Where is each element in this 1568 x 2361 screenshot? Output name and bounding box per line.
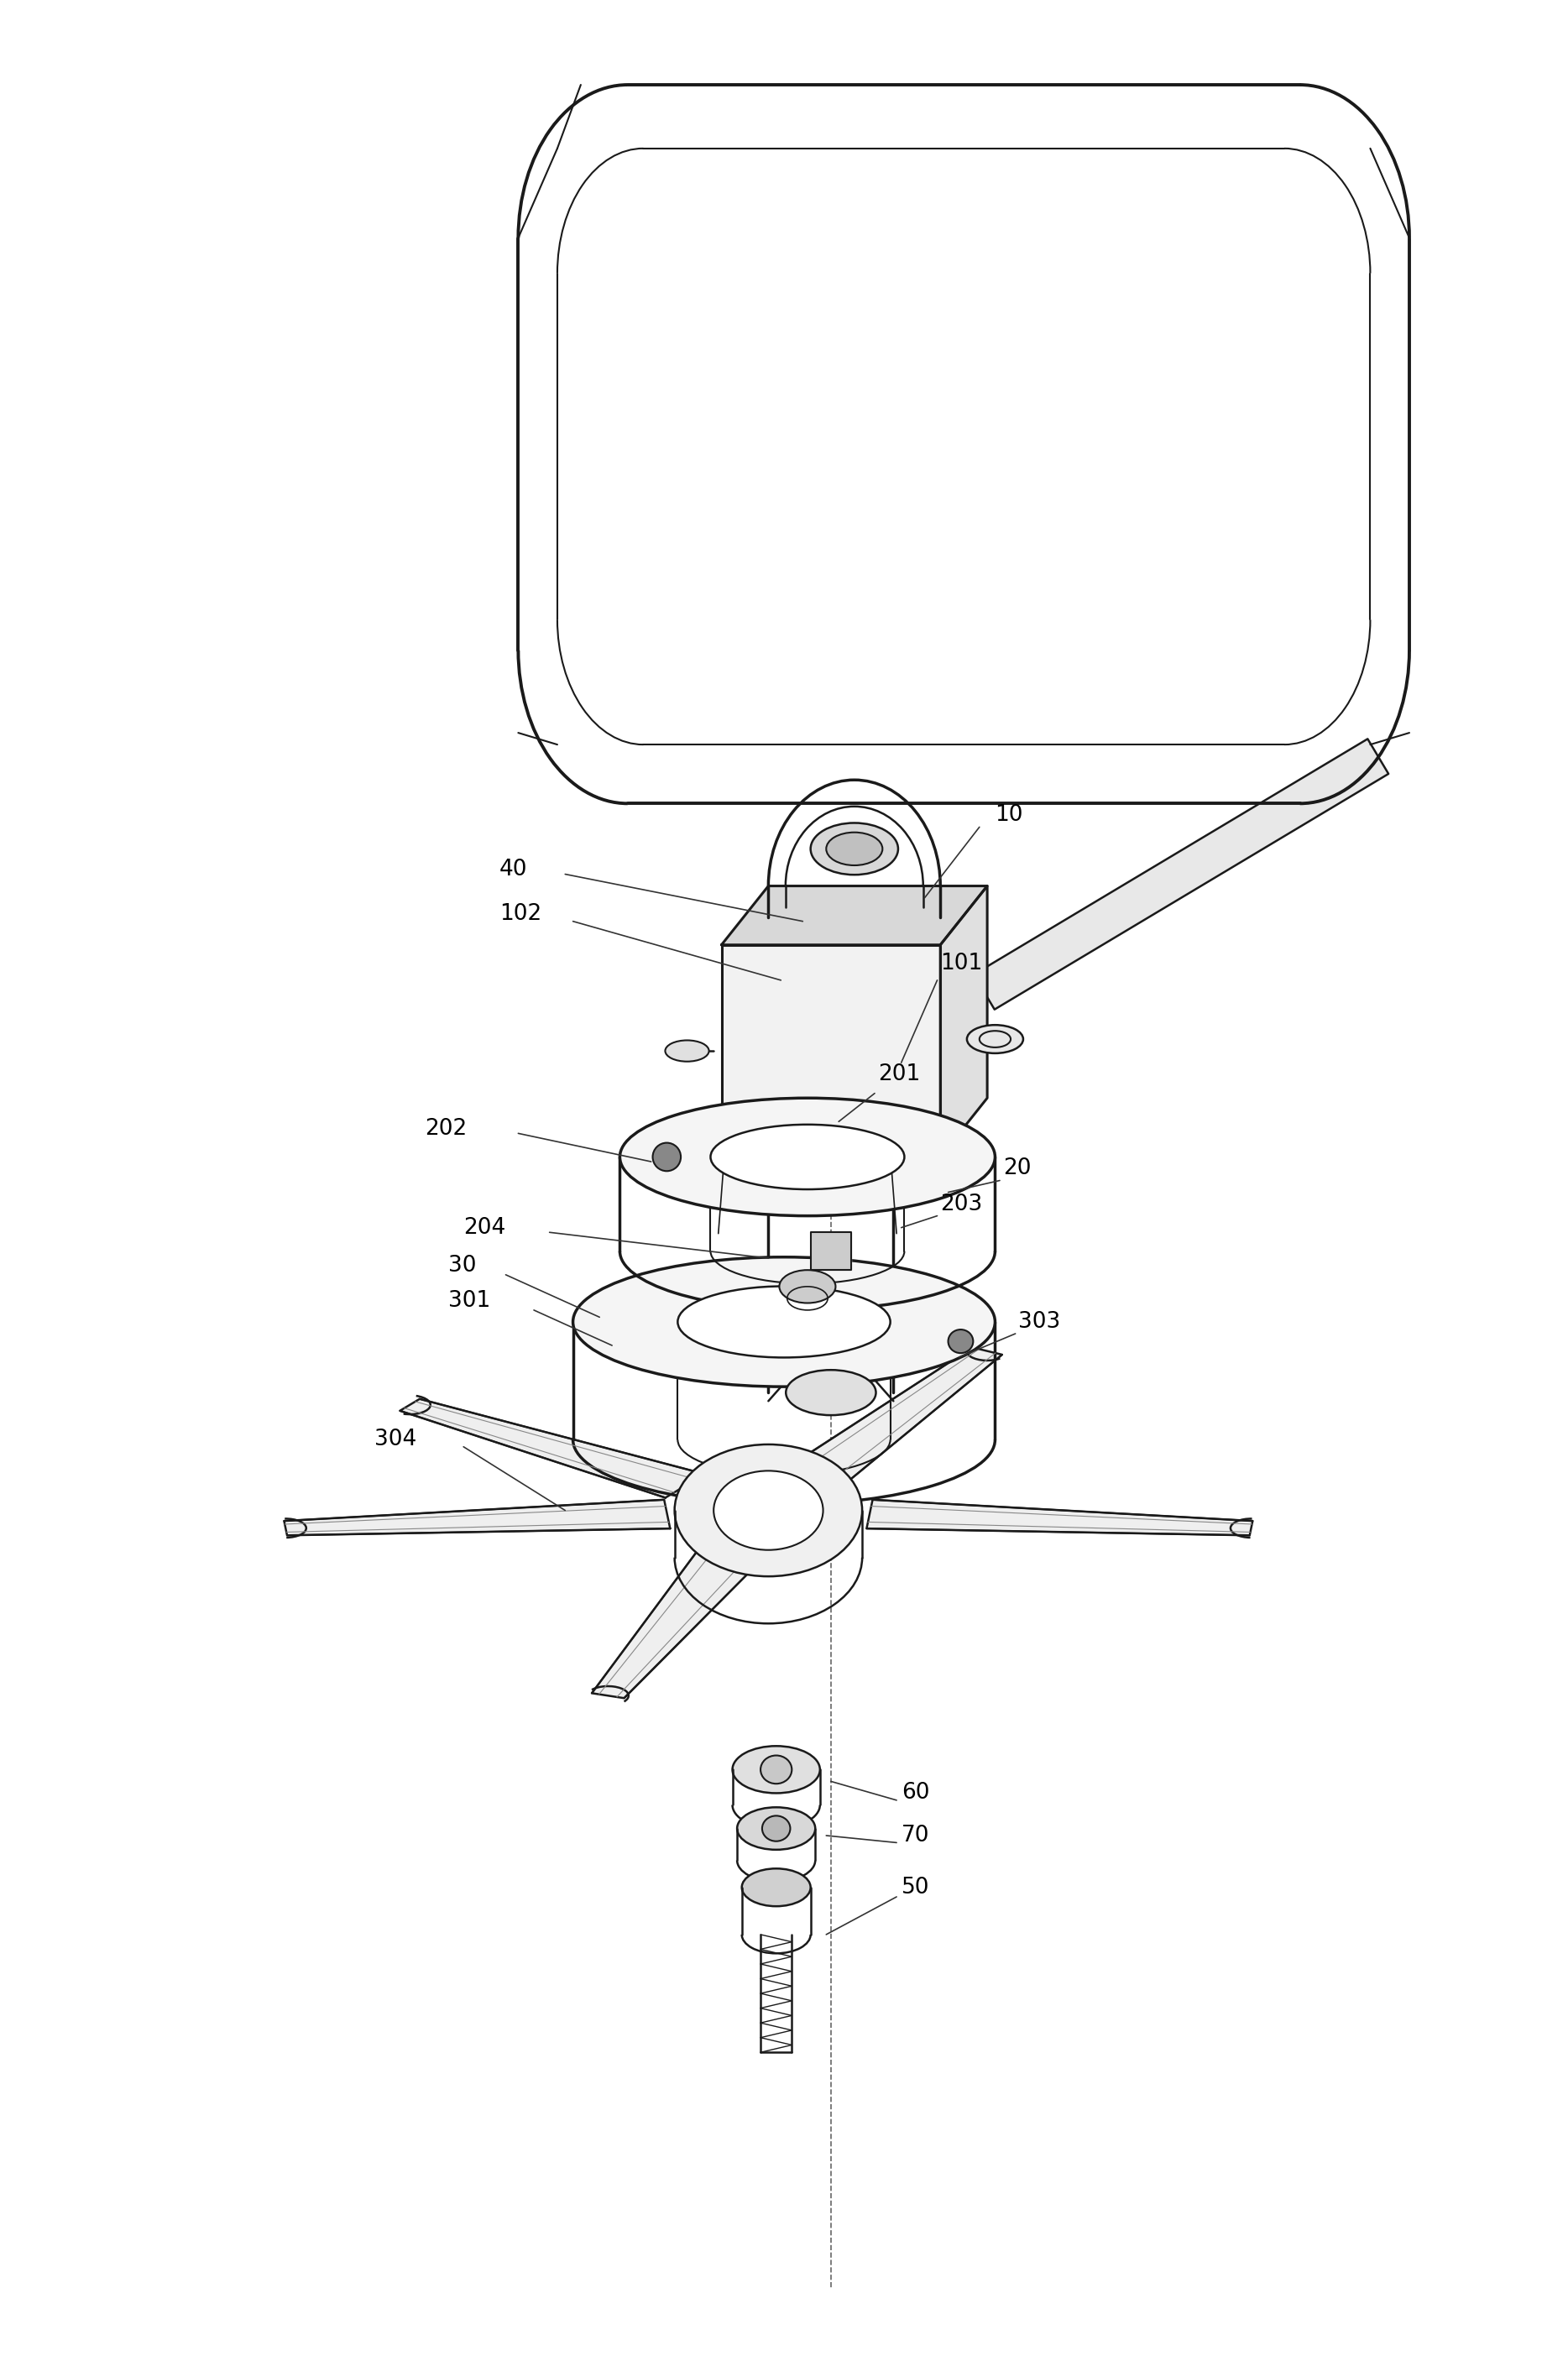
Ellipse shape (665, 1041, 709, 1062)
Ellipse shape (572, 1256, 996, 1386)
Polygon shape (591, 1546, 765, 1698)
Ellipse shape (760, 1757, 792, 1783)
Text: 203: 203 (941, 1192, 983, 1216)
Ellipse shape (811, 824, 898, 876)
Text: 304: 304 (375, 1428, 417, 1450)
Ellipse shape (674, 1445, 862, 1577)
Ellipse shape (732, 1747, 820, 1792)
Ellipse shape (762, 1816, 790, 1842)
Polygon shape (974, 739, 1389, 1011)
Ellipse shape (949, 1329, 974, 1353)
Text: 202: 202 (425, 1117, 467, 1140)
Ellipse shape (652, 1143, 681, 1171)
Ellipse shape (713, 1471, 823, 1549)
Ellipse shape (779, 1270, 836, 1303)
Polygon shape (721, 885, 988, 944)
Polygon shape (789, 1348, 1002, 1480)
Ellipse shape (710, 1124, 905, 1190)
Text: 301: 301 (448, 1289, 491, 1313)
Text: 10: 10 (996, 805, 1024, 826)
Polygon shape (400, 1400, 706, 1497)
Text: 20: 20 (1004, 1157, 1032, 1180)
Polygon shape (721, 944, 941, 1157)
Text: 60: 60 (902, 1783, 930, 1804)
Text: 303: 303 (1019, 1310, 1060, 1334)
Ellipse shape (619, 1098, 996, 1216)
Ellipse shape (786, 1369, 877, 1414)
Text: 102: 102 (500, 904, 541, 926)
Text: 50: 50 (902, 1877, 930, 1898)
Polygon shape (811, 1232, 851, 1270)
Polygon shape (941, 885, 988, 1157)
Ellipse shape (742, 1868, 811, 1905)
Polygon shape (867, 1499, 1253, 1535)
Text: 30: 30 (448, 1254, 477, 1277)
Polygon shape (284, 1499, 670, 1535)
Ellipse shape (826, 833, 883, 866)
Ellipse shape (967, 1025, 1024, 1053)
Text: 101: 101 (941, 954, 983, 975)
Text: 70: 70 (902, 1825, 930, 1846)
Text: 204: 204 (464, 1216, 506, 1240)
Ellipse shape (768, 1129, 894, 1185)
Text: 201: 201 (878, 1062, 920, 1086)
Ellipse shape (677, 1287, 891, 1358)
Text: 40: 40 (500, 859, 527, 881)
Ellipse shape (737, 1806, 815, 1849)
